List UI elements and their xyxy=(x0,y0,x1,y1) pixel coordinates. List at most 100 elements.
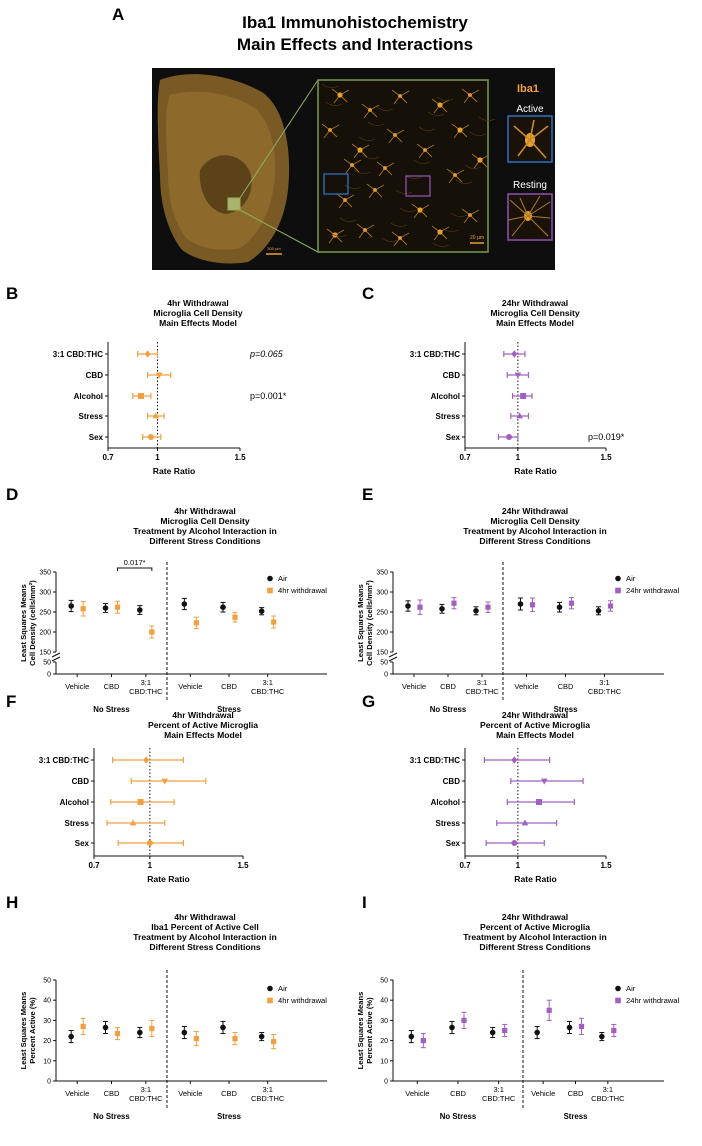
y-tick-label: 0 xyxy=(47,1079,51,1086)
microglia-process xyxy=(411,203,430,219)
data-point xyxy=(417,604,423,610)
microglia-soma xyxy=(357,147,363,153)
row-label: CBD xyxy=(72,777,90,786)
axis-break-mark xyxy=(51,656,61,662)
microglia-network-fiber xyxy=(418,126,436,131)
x-group-label-part: CBD:THC xyxy=(465,687,499,696)
legend-label: Air xyxy=(626,574,636,583)
x-group-label: Vehicle xyxy=(65,1089,89,1098)
data-point xyxy=(546,1007,552,1013)
significance-bracket xyxy=(117,567,153,571)
microglia-cell xyxy=(321,123,340,139)
microglia-soma xyxy=(393,133,397,137)
x-tick-label: 1 xyxy=(516,861,521,870)
condition-label: No Stress xyxy=(440,1112,477,1121)
microglia-network-fiber xyxy=(367,121,385,126)
x-tick-label: 1.5 xyxy=(234,453,246,462)
zoom-line-bottom xyxy=(239,209,319,253)
data-point xyxy=(137,607,143,613)
data-point xyxy=(232,1035,238,1042)
microglia-network-fiber xyxy=(390,222,408,227)
data-point xyxy=(595,608,602,614)
scale-label-small: 20 µm xyxy=(470,235,484,241)
x-group-label-part: 3:1 xyxy=(599,678,609,687)
point-estimate xyxy=(129,819,137,826)
chart-title-line: 24hr Withdrawal xyxy=(502,506,568,516)
iba1-stain-label: Iba1 xyxy=(517,83,539,95)
scale-label-large: 300 µm xyxy=(267,246,281,251)
data-point xyxy=(578,1023,585,1030)
data-point xyxy=(68,603,74,609)
data-point xyxy=(420,1038,426,1044)
x-group-label: Vehicle xyxy=(514,682,538,691)
microglia-soma xyxy=(423,148,427,152)
data-point xyxy=(258,1033,265,1040)
legend-label: Air xyxy=(278,574,288,583)
point-estimate xyxy=(520,393,527,399)
microglia-cell xyxy=(471,153,490,169)
resting-cell-marker xyxy=(405,175,431,197)
condition-label: Stress xyxy=(217,705,242,714)
microglia-network-fiber xyxy=(432,242,450,247)
p-value-label: p=0.065 xyxy=(249,349,284,359)
microglia-soma xyxy=(332,232,338,238)
axis-break-mark xyxy=(51,652,61,658)
microglia-network-fiber xyxy=(339,217,357,222)
chart-title-line: Different Stress Conditions xyxy=(149,942,260,952)
legend-label: 24hr withdrawal xyxy=(626,586,679,595)
microglia-process xyxy=(461,208,480,224)
chart-title-line: Main Effects Model xyxy=(159,318,237,328)
microglia-soma xyxy=(363,228,367,232)
point-estimate xyxy=(521,819,529,826)
x-group-label: CBD xyxy=(104,682,120,691)
microglia-cell xyxy=(326,228,345,244)
data-point xyxy=(405,603,411,609)
legend-label: 4hr withdrawal xyxy=(278,586,327,595)
microglia-network-fiber xyxy=(353,169,371,174)
microglia-soma xyxy=(337,92,343,98)
chart-title-line: 24hr Withdrawal xyxy=(502,912,568,922)
panel-letter-g: G xyxy=(362,692,375,711)
data-point xyxy=(181,601,188,607)
row-label: Alcohol xyxy=(60,798,89,807)
row-label: Sex xyxy=(446,839,461,848)
panel-letter-d: D xyxy=(6,485,18,504)
data-point xyxy=(451,600,457,606)
legend-marker xyxy=(267,587,273,594)
data-point xyxy=(439,606,445,612)
microglia-process xyxy=(356,223,375,239)
x-group-label: CBD xyxy=(568,1089,584,1098)
microglia-network-fiber xyxy=(376,106,394,111)
y-tick-label: 150 xyxy=(39,650,51,657)
x-axis-label: Rate Ratio xyxy=(514,466,557,476)
chart-title-line: Different Stress Conditions xyxy=(149,536,260,546)
legend-label: 4hr withdrawal xyxy=(278,996,327,1005)
microglia-network-fiber xyxy=(381,237,399,242)
y-axis-label: Least Squares Means xyxy=(19,584,28,662)
microglia-cell xyxy=(376,161,395,177)
resting-cell-image xyxy=(507,195,551,237)
x-tick-label: 1 xyxy=(148,861,153,870)
point-estimate xyxy=(155,372,163,379)
y-tick-label: 0 xyxy=(47,672,51,679)
y-tick-label: 10 xyxy=(380,1058,388,1065)
microglia-soma xyxy=(437,229,443,235)
microglia-process xyxy=(431,98,450,114)
x-tick-label: 0.7 xyxy=(88,861,100,870)
microglia-network-fiber xyxy=(455,179,473,184)
x-group-label: CBD xyxy=(450,1089,466,1098)
data-point xyxy=(258,608,265,614)
point-estimate xyxy=(161,778,169,785)
chart-title-line: Microglia Cell Density xyxy=(160,516,250,526)
panel-a-title-2: Main Effects and Interactions xyxy=(237,35,473,54)
microglia-process xyxy=(446,168,465,184)
microglia-network-fiber xyxy=(362,154,380,159)
chart-title-line: Treatment by Alcohol Interaction in xyxy=(133,932,276,942)
x-group-label-part: 3:1 xyxy=(141,1085,151,1094)
x-tick-label: 1.5 xyxy=(237,861,249,870)
y-tick-label: 250 xyxy=(376,610,388,617)
x-group-label-part: 3:1 xyxy=(262,1085,272,1094)
